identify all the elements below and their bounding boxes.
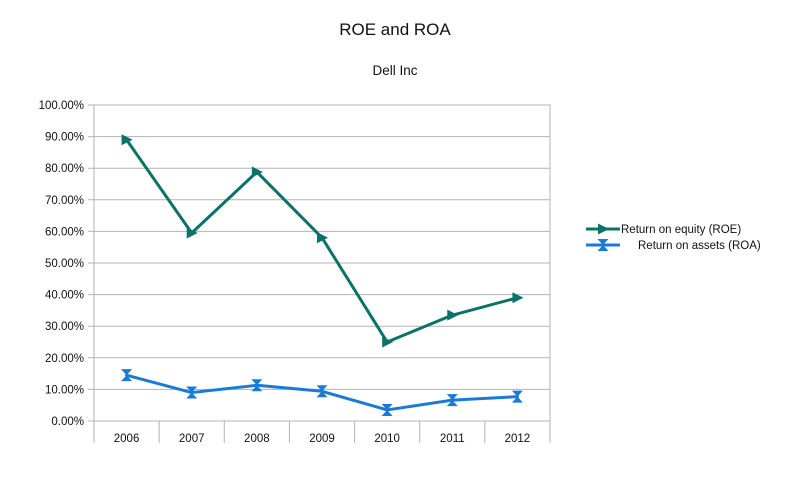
- data-point: [511, 390, 523, 403]
- legend-marker: [598, 223, 609, 235]
- series-group: [121, 134, 524, 416]
- legend-label: Return on assets (ROA): [638, 240, 761, 252]
- legend-label: Return on equity (ROE): [621, 224, 741, 236]
- legend-item: Return on assets (ROA): [586, 239, 761, 252]
- axes: 0.00% 10.00% 20.00% 30.00% 40.00% 50.00% 60.00…: [39, 100, 551, 445]
- x-tick-label: 2006: [114, 433, 140, 445]
- data-point: [446, 394, 458, 407]
- legend-item: Return on equity (ROE): [586, 223, 741, 236]
- y-tick-label: 10.00%: [45, 384, 84, 396]
- x-tick-label: 2007: [179, 433, 205, 445]
- data-point: [251, 166, 263, 178]
- data-point: [186, 227, 198, 239]
- y-tick-label: 70.00%: [45, 195, 84, 207]
- y-tick-label: 30.00%: [45, 321, 84, 333]
- x-tick-label: 2009: [309, 433, 335, 445]
- chart-title: ROE and ROA: [339, 20, 451, 39]
- data-point: [186, 386, 198, 399]
- grid-lines: [88, 104, 550, 422]
- y-tick-label: 80.00%: [45, 163, 84, 175]
- y-tick-label: 60.00%: [45, 226, 84, 238]
- y-tick-label: 40.00%: [45, 290, 84, 302]
- y-tick-label: 100.00%: [39, 100, 84, 112]
- series-roe: [121, 134, 524, 348]
- data-point: [447, 309, 459, 321]
- plot-frame: [93, 104, 551, 422]
- y-tick-label: 0.00%: [51, 416, 84, 428]
- legend: Return on equity (ROE) Return on assets (…: [586, 223, 761, 252]
- data-point: [382, 336, 394, 348]
- data-point: [316, 385, 328, 398]
- x-tick-label: 2012: [505, 433, 531, 445]
- y-tick-label: 20.00%: [45, 353, 84, 365]
- series-roa: [121, 369, 523, 416]
- series-line: [125, 138, 519, 344]
- x-tick-label: 2010: [374, 433, 400, 445]
- data-point: [121, 369, 133, 382]
- x-tick-label: 2011: [440, 433, 465, 445]
- y-tick-label: 50.00%: [45, 258, 84, 270]
- x-tick-label: 2008: [244, 433, 270, 445]
- data-point: [251, 379, 263, 392]
- chart-subtitle: Dell Inc: [372, 63, 417, 78]
- data-point: [121, 134, 133, 146]
- data-point: [381, 403, 393, 416]
- y-tick-label: 90.00%: [45, 132, 84, 144]
- data-point: [317, 232, 328, 244]
- legend-marker: [597, 239, 609, 251]
- data-point: [512, 292, 524, 304]
